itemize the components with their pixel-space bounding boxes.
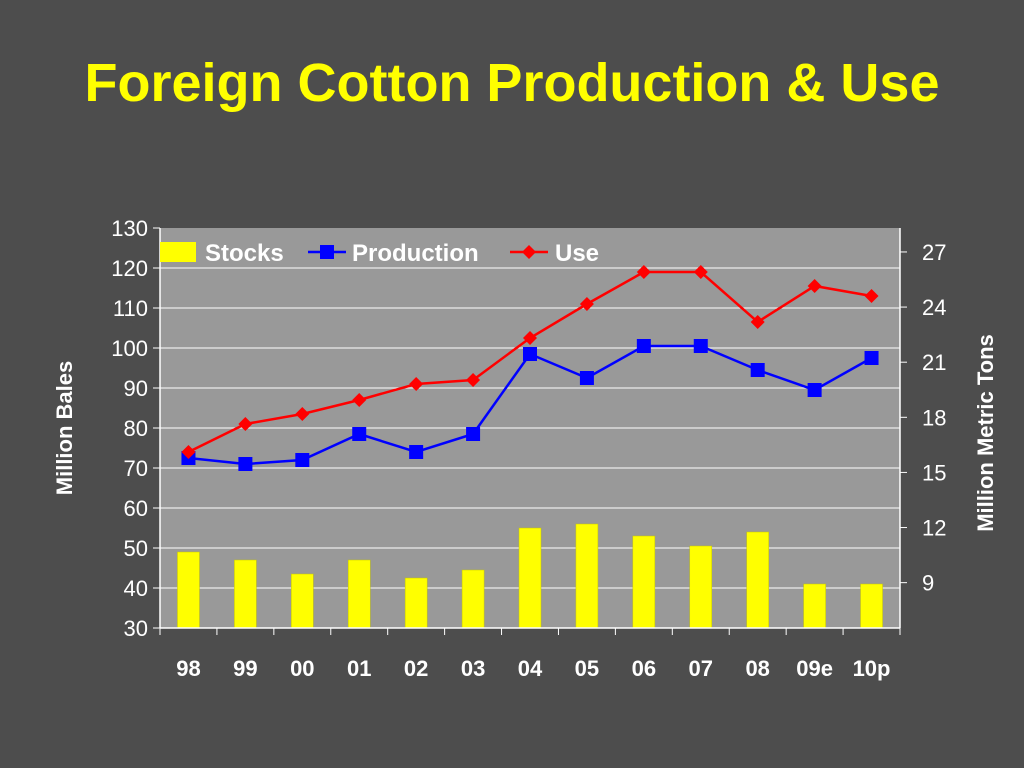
series-lines (181, 265, 879, 471)
bar-stocks-98 (177, 551, 200, 629)
y2-tick-label: 18 (922, 405, 946, 430)
y-tick-label: 100 (111, 336, 148, 361)
bar-stocks-10p (860, 583, 883, 629)
y2-tick-label: 9 (922, 571, 934, 596)
point-production-04 (523, 347, 537, 361)
bar-stocks-07 (689, 545, 713, 629)
x-tick-label: 02 (404, 656, 428, 681)
point-use-07 (693, 265, 708, 279)
x-tick-label: 08 (745, 656, 769, 681)
bar-stocks-01 (347, 559, 371, 629)
legend-swatch-stocks (160, 242, 196, 262)
y-tick-label: 120 (111, 256, 148, 281)
y-tick-label: 40 (124, 576, 148, 601)
y2-tick-label: 27 (922, 240, 946, 265)
bar-stocks-06 (632, 535, 656, 629)
point-production-07 (693, 339, 708, 353)
point-production-02 (409, 445, 424, 459)
y-tick-label: 110 (113, 296, 148, 321)
page-title: Foreign Cotton Production & Use (84, 53, 940, 113)
point-production-10p (864, 351, 879, 365)
point-use-02 (409, 377, 424, 391)
legend-label-use: Use (555, 240, 599, 267)
y-tick-label: 90 (124, 376, 148, 401)
x-tick-label: 04 (518, 656, 543, 681)
y2-tick-label: 21 (922, 350, 946, 375)
point-use-05 (579, 297, 594, 311)
x-tick-label: 05 (575, 656, 599, 681)
axes: 30 40 50 60 70 80 90 100 110 120 130 9 12 15 18 21 24 27 9… (111, 216, 946, 681)
stocks-bars (177, 523, 883, 629)
point-production-09e (807, 383, 822, 397)
legend-marker-use (522, 245, 536, 259)
point-use-99 (238, 417, 253, 431)
y-tick-label: 50 (124, 536, 148, 561)
y2-tick-label: 15 (922, 460, 946, 485)
legend-label-stocks: Stocks (205, 240, 284, 267)
point-production-03 (466, 427, 481, 441)
point-use-00 (295, 407, 310, 421)
point-use-98 (181, 445, 196, 459)
bar-stocks-99 (234, 559, 257, 629)
point-production-01 (352, 427, 367, 441)
point-use-09e (807, 279, 822, 293)
bar-stocks-04 (518, 527, 542, 629)
legend: Stocks Production Use (160, 240, 599, 267)
y2-axis-label: Million Metric Tons (973, 334, 998, 532)
bar-stocks-09e (803, 583, 826, 629)
x-tick-label: 98 (176, 656, 200, 681)
x-tick-label: 10p (853, 656, 891, 681)
x-tick-label: 09e (796, 656, 833, 681)
point-use-04 (523, 331, 537, 345)
bar-stocks-00 (291, 573, 314, 629)
bar-stocks-03 (461, 569, 485, 629)
x-tick-label: 03 (461, 656, 485, 681)
point-production-06 (636, 339, 651, 353)
y-tick-label: 80 (124, 416, 148, 441)
y-tick-label: 60 (124, 496, 148, 521)
point-use-01 (352, 393, 367, 407)
legend-label-production: Production (352, 240, 479, 267)
point-production-05 (579, 371, 594, 385)
point-production-00 (295, 453, 310, 467)
x-tick-label: 06 (632, 656, 656, 681)
y-tick-label: 30 (124, 616, 148, 641)
bar-stocks-08 (746, 531, 769, 629)
x-tick-label: 99 (233, 656, 257, 681)
bar-stocks-02 (404, 577, 428, 629)
x-tick-label: 00 (290, 656, 314, 681)
point-use-08 (750, 315, 765, 329)
point-use-03 (466, 373, 481, 387)
y2-tick-label: 24 (922, 295, 946, 320)
y-tick-label: 130 (111, 216, 148, 241)
legend-marker-production (320, 245, 334, 259)
y-axis-label: Million Bales (52, 361, 77, 495)
x-tick-label: 07 (689, 656, 713, 681)
point-production-08 (750, 363, 765, 377)
y-tick-label: 70 (124, 456, 148, 481)
point-use-06 (636, 265, 651, 279)
y2-tick-label: 12 (922, 516, 946, 541)
point-production-99 (238, 457, 253, 471)
bar-stocks-05 (575, 523, 599, 629)
point-use-10p (864, 289, 879, 303)
x-tick-label: 01 (347, 656, 371, 681)
